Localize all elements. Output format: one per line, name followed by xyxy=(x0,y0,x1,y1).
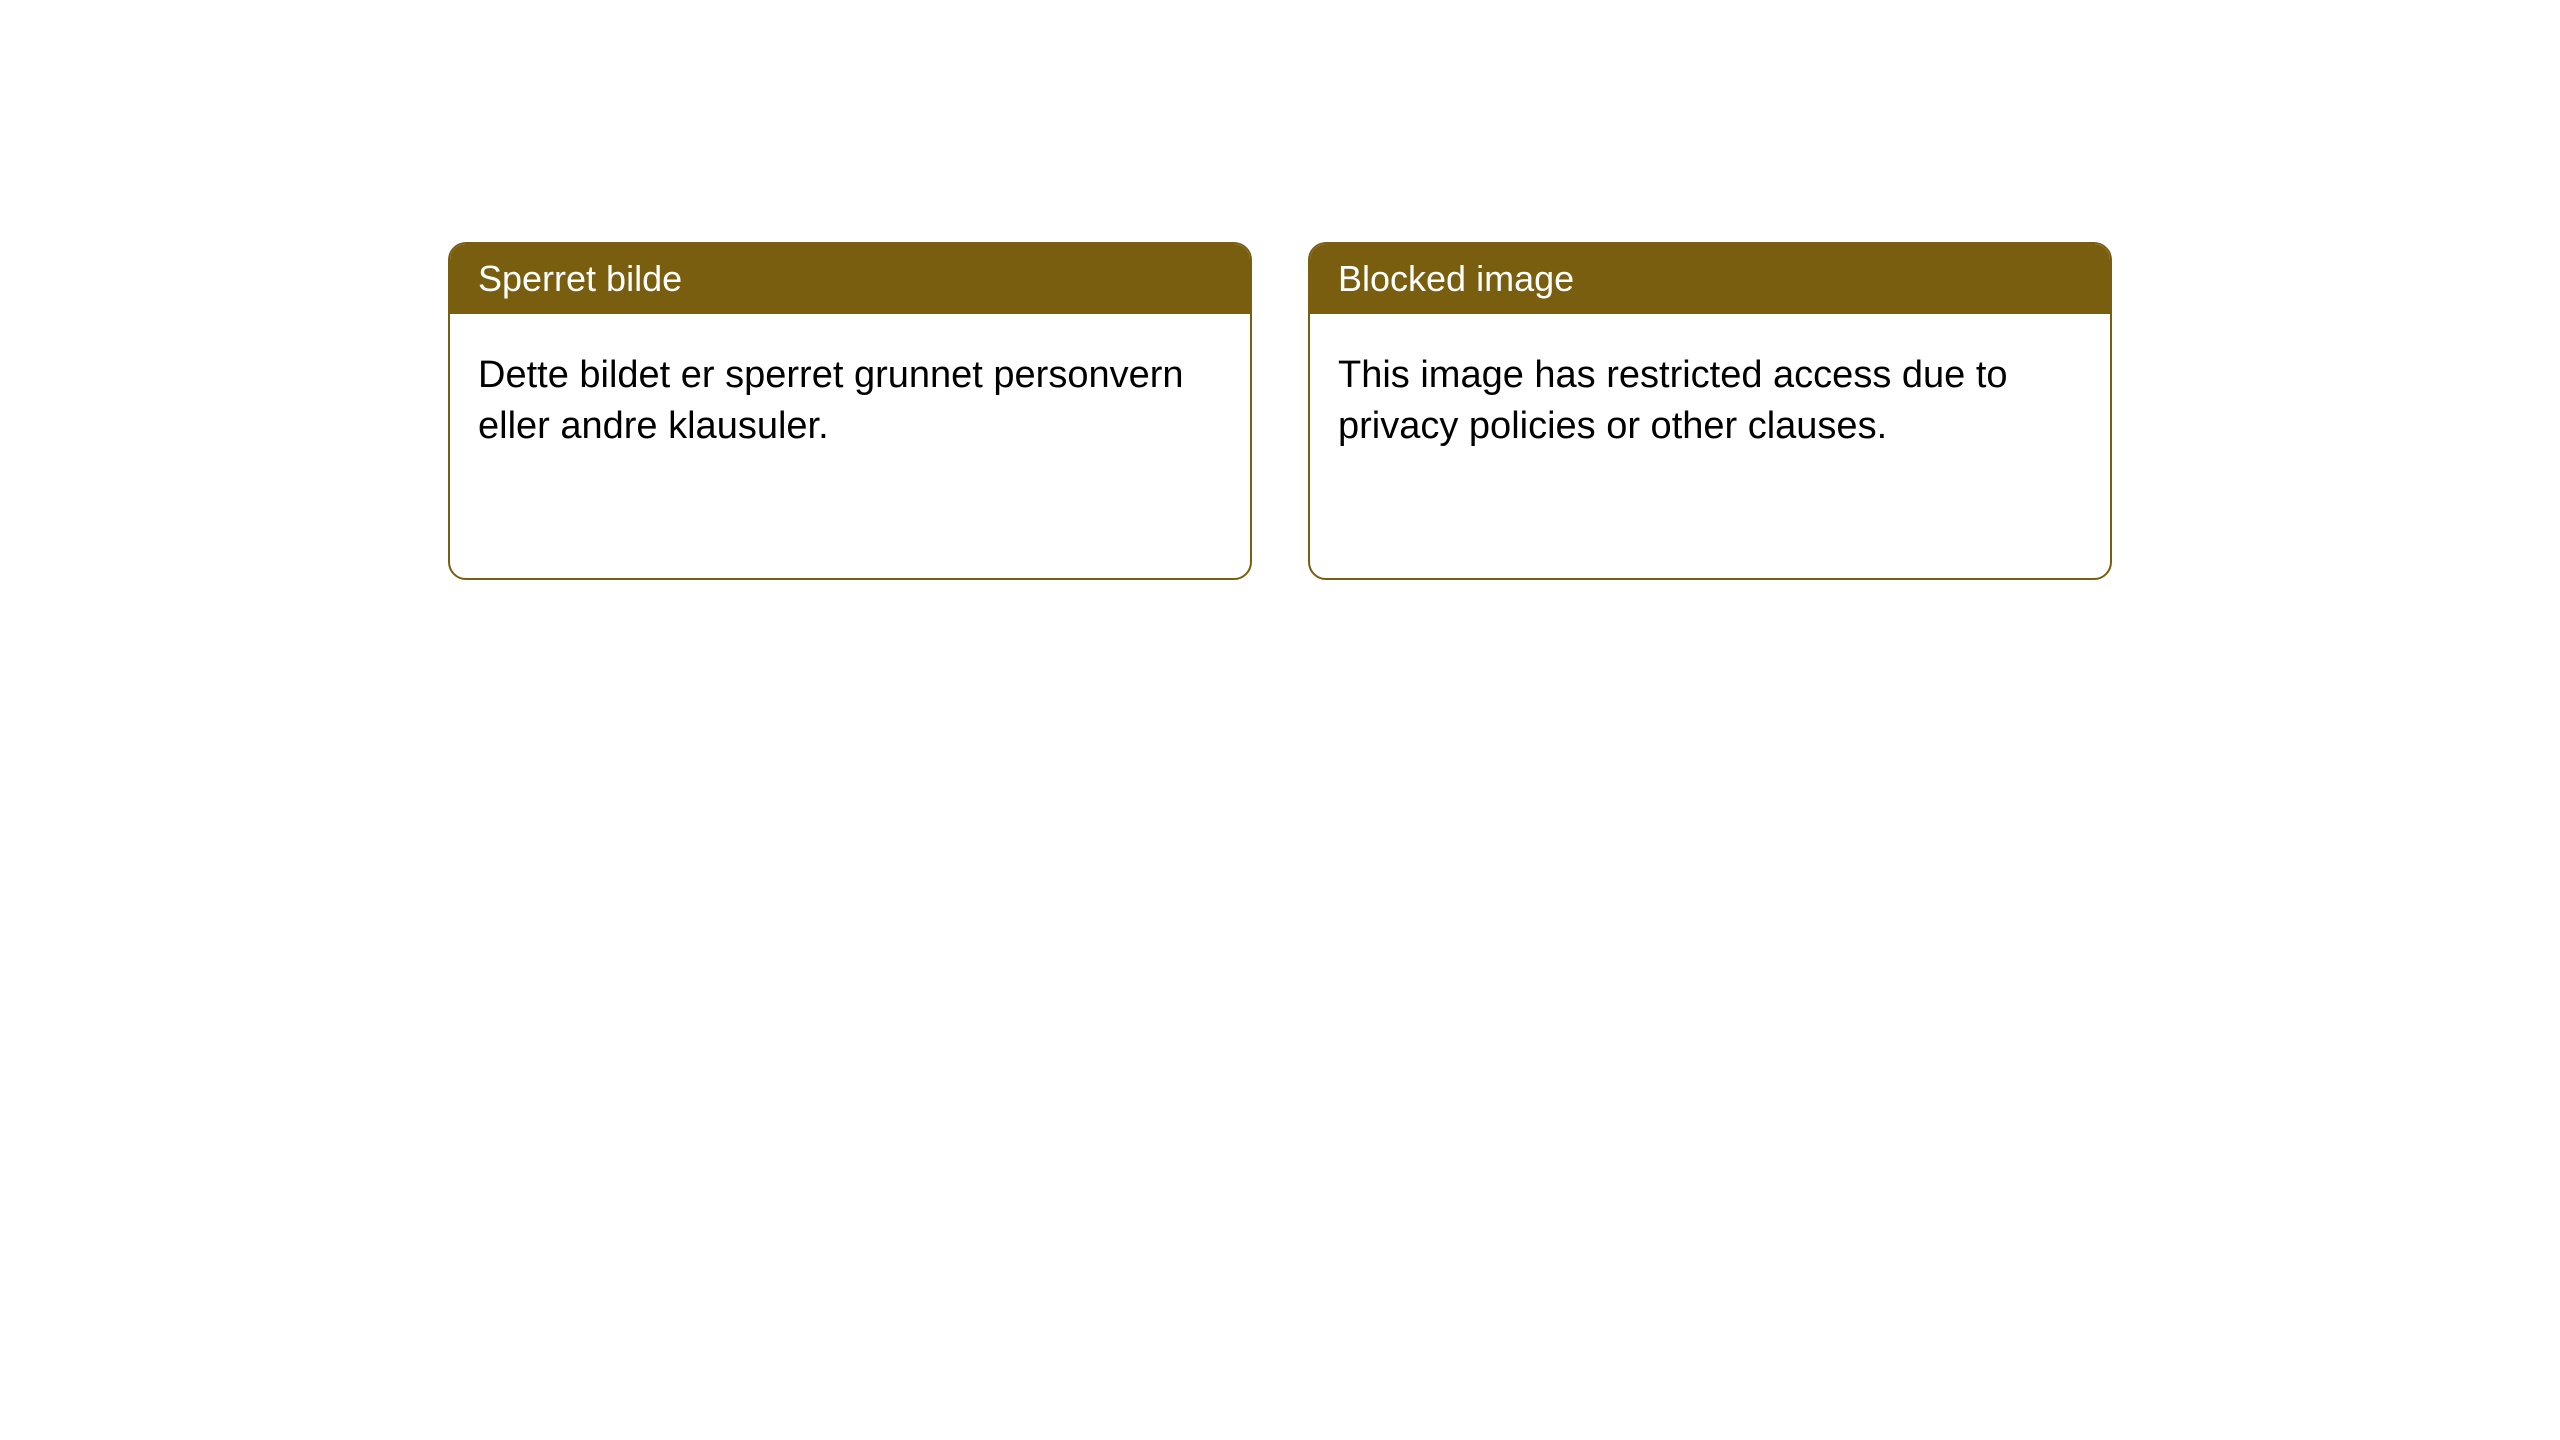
blocked-image-card-english: Blocked image This image has restricted … xyxy=(1308,242,2112,580)
blocked-image-card-norwegian: Sperret bilde Dette bildet er sperret gr… xyxy=(448,242,1252,580)
card-body-norwegian: Dette bildet er sperret grunnet personve… xyxy=(450,314,1250,489)
card-body-english: This image has restricted access due to … xyxy=(1310,314,2110,489)
card-header-english: Blocked image xyxy=(1310,244,2110,314)
notice-container: Sperret bilde Dette bildet er sperret gr… xyxy=(448,242,2112,580)
card-header-norwegian: Sperret bilde xyxy=(450,244,1250,314)
